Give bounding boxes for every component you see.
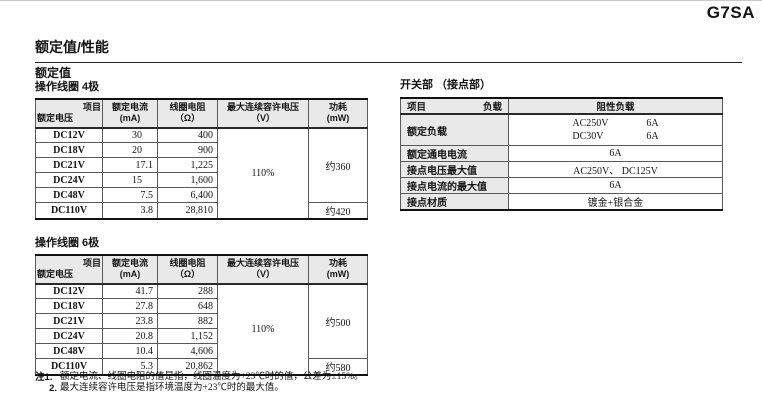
header-item-voltage: 项目 额定电压: [35, 98, 103, 129]
header-power: 功耗 (mW): [308, 254, 368, 285]
table-header-row: 项目 额定电压 额定电流 (mA) 线圈电阻 （Ω） 最大连续容许电压 （V） 功耗(…: [35, 254, 368, 285]
table-row: 接点电流的最大值 6A: [400, 177, 723, 194]
header-coil-resistance: 线圈电阻 （Ω）: [157, 254, 218, 285]
header-rated-current: 额定电流 (mA): [102, 254, 158, 285]
header-resistive-load: 阻性负载: [508, 97, 723, 115]
table-row: 接点材质 镀金+银合金: [400, 193, 723, 211]
table-header-row: 项目 额定电压 额定电流 (mA) 线圈电阻 （Ω） 最大连续容许电压 （V） 功耗(…: [35, 98, 368, 129]
switch-table: 项目 负载 阻性负载 额定负载 AC250V 6A DC30V: [400, 97, 723, 211]
power-110v-cell: 约420: [308, 202, 368, 220]
section-title: 额定值/性能: [35, 37, 742, 63]
header-item-voltage: 项目 额定电压: [35, 254, 103, 285]
footnotes: 注1. 额定电流、线圈电阻的值是指，线圈温度为+23℃时的值，公差为±15%。 …: [35, 372, 455, 394]
table-row: DC48V 7.5 6,400: [35, 187, 368, 203]
power-cell: 约360: [308, 127, 368, 203]
table-row: DC24V 20.8 1,152: [35, 328, 368, 344]
power-110v-cell: 约580: [308, 358, 368, 376]
switch-section-title: 开关部 （接点部）: [400, 79, 492, 91]
coil-4pole-title: 操作线圈 4极: [35, 81, 100, 93]
header-rated-current: 额定电流 (mA): [102, 98, 158, 129]
coil-6pole-table: 项目 额定电压 额定电流 (mA) 线圈电阻 （Ω） 最大连续容许电压 （V） 功耗(…: [35, 254, 368, 376]
table-row: DC12V 30 400 110% 约360: [35, 127, 368, 220]
product-code: G7SA: [706, 3, 755, 22]
table-row: DC12V 41.7 288 110% 约500: [35, 283, 368, 376]
footnote-2: 2. 最大连续容许电压是指环境温度为+23℃时的最大值。: [49, 383, 284, 394]
header-coil-resistance: 线圈电阻 （Ω）: [157, 98, 218, 129]
table-row: 额定通电电流 6A: [400, 145, 723, 162]
max-voltage-cell: 110%: [217, 127, 309, 220]
coil-tables-column: 操作线圈 4极 项目 额定电压 额定电流 (mA) 线圈电阻 （Ω） 最大连续容许电…: [35, 81, 368, 376]
table-row: DC110V 5.3 20,862 约580: [35, 358, 368, 376]
table-row: DC18V 27.8 648: [35, 298, 368, 314]
max-voltage-cell: 110%: [217, 283, 309, 376]
header-max-voltage: 最大连续容许电压 （V）: [217, 254, 309, 285]
table-row: DC110V 3.8 28,810 约420: [35, 202, 368, 220]
table-row: 额定负载 AC250V 6A DC30V 6A: [400, 113, 723, 146]
header-power: 功耗 (mW): [308, 98, 368, 129]
table-row: DC48V 10.4 4,606: [35, 343, 368, 359]
header-max-voltage: 最大连续容许电压 （V）: [217, 98, 309, 129]
rated-load-label: 额定负载: [400, 113, 509, 146]
coil-6pole-title: 操作线圈 6极: [35, 237, 100, 249]
switch-section-column: 开关部 （接点部） 项目 负载 阻性负载 额定负载: [400, 79, 723, 211]
rated-load-value: AC250V 6A DC30V 6A: [508, 113, 723, 146]
coil-4pole-table: 项目 额定电压 额定电流 (mA) 线圈电阻 （Ω） 最大连续容许电压 （V） 功耗(…: [35, 98, 368, 220]
table-row: 接点电压最大值 AC250V、 DC125V: [400, 161, 723, 178]
header-item-load: 项目 负载: [400, 97, 509, 115]
ratings-heading: 额定值: [35, 66, 72, 80]
footnote-1: 注1. 额定电流、线圈电阻的值是指，线圈温度为+23℃时的值，公差为±15%。: [35, 372, 364, 383]
power-cell: 约500: [308, 283, 368, 359]
table-header-row: 项目 负载 阻性负载: [400, 97, 723, 115]
table-row: DC24V 15 1,600: [35, 172, 368, 188]
